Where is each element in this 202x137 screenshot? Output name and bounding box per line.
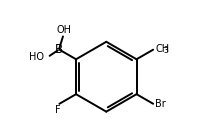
Text: CH: CH <box>155 44 168 54</box>
Text: OH: OH <box>56 25 71 35</box>
Text: HO: HO <box>29 52 44 62</box>
Text: F: F <box>55 105 61 115</box>
Text: 3: 3 <box>163 46 168 55</box>
Text: Br: Br <box>154 99 164 109</box>
Text: B: B <box>55 43 63 56</box>
